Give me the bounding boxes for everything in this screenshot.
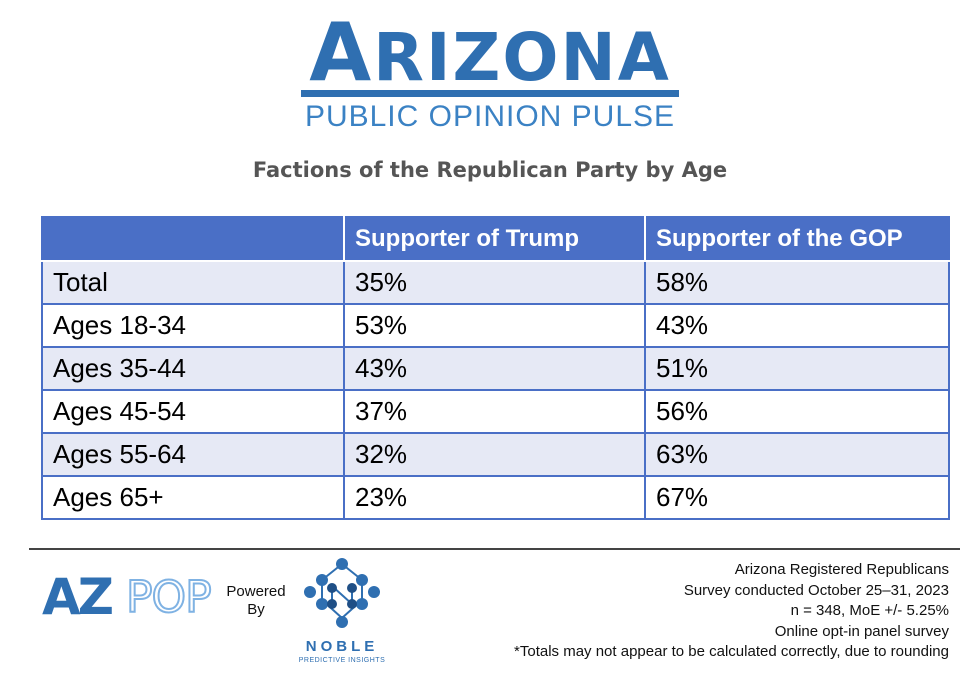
powered-by: Powered By xyxy=(226,583,286,619)
table-header-row: Supporter of Trump Supporter of the GOP xyxy=(41,216,950,262)
noble-logo-name: NOBLE xyxy=(305,638,379,655)
note-population: Arizona Registered Republicans xyxy=(734,561,949,578)
table-row: Ages 65+ 23% 67% xyxy=(41,475,950,520)
trump-value: 32% xyxy=(343,432,646,477)
azpop-logo-graphic: AZ POP xyxy=(42,568,213,626)
gop-value: 67% xyxy=(644,475,950,520)
footer-divider xyxy=(29,548,960,550)
brand-title: ARIZONA xyxy=(0,13,980,93)
powered-by-line2: By xyxy=(247,601,265,618)
azpop-logo-az: AZ xyxy=(42,568,113,618)
note-method: Online opt-in panel survey xyxy=(774,622,949,640)
gop-value: 56% xyxy=(644,389,950,434)
trump-value: 35% xyxy=(343,260,646,305)
note-dates: Survey conducted October 25–31, 2023 xyxy=(683,581,949,599)
gop-value: 51% xyxy=(644,346,950,391)
row-label: Ages 45-54 xyxy=(41,389,345,434)
column-header-trump: Supporter of Trump xyxy=(343,216,646,262)
noble-logo-icon xyxy=(302,556,382,641)
table-row: Ages 45-54 37% 56% xyxy=(41,389,950,434)
azpop-logo-pop: POP xyxy=(126,572,211,618)
brand-subtitle: PUBLIC OPINION PULSE xyxy=(304,100,676,133)
trump-value: 53% xyxy=(343,303,646,348)
powered-by-line1: Powered xyxy=(226,583,286,600)
trump-value: 23% xyxy=(343,475,646,520)
column-header-group xyxy=(41,216,345,262)
note-rounding: *Totals may not appear to be calculated … xyxy=(514,643,949,660)
row-label: Total xyxy=(41,260,345,305)
brand-header: ARIZONA PUBLIC OPINION PULSE xyxy=(0,13,980,134)
table-row: Ages 18-34 53% 43% xyxy=(41,303,950,348)
survey-notes: Arizona Registered Republicans Survey co… xyxy=(514,560,949,663)
trump-value: 43% xyxy=(343,346,646,391)
noble-network-icon xyxy=(304,558,380,628)
note-sample: n = 348, MoE +/- 5.25% xyxy=(790,602,949,619)
row-label: Ages 55-64 xyxy=(41,432,345,477)
azpop-logo: AZ POP xyxy=(42,568,214,626)
chart-title: Factions of the Republican Party by Age xyxy=(252,158,728,182)
gop-value: 63% xyxy=(644,432,950,477)
row-label: Ages 18-34 xyxy=(41,303,345,348)
gop-value: 58% xyxy=(644,260,950,305)
brand-title-initial: A xyxy=(309,6,374,99)
brand-title-rest: RIZONA xyxy=(373,19,671,96)
brand-divider xyxy=(301,90,679,97)
trump-value: 37% xyxy=(343,389,646,434)
factions-table: Supporter of Trump Supporter of the GOP … xyxy=(41,216,950,520)
table-row: Ages 55-64 32% 63% xyxy=(41,432,950,477)
row-label: Ages 65+ xyxy=(41,475,345,520)
row-label: Ages 35-44 xyxy=(41,346,345,391)
noble-logo-tagline: PREDICTIVE INSIGHTS xyxy=(298,657,386,664)
table-row: Total 35% 58% xyxy=(41,260,950,305)
table-row: Ages 35-44 43% 51% xyxy=(41,346,950,391)
gop-value: 43% xyxy=(644,303,950,348)
column-header-gop: Supporter of the GOP xyxy=(644,216,950,262)
